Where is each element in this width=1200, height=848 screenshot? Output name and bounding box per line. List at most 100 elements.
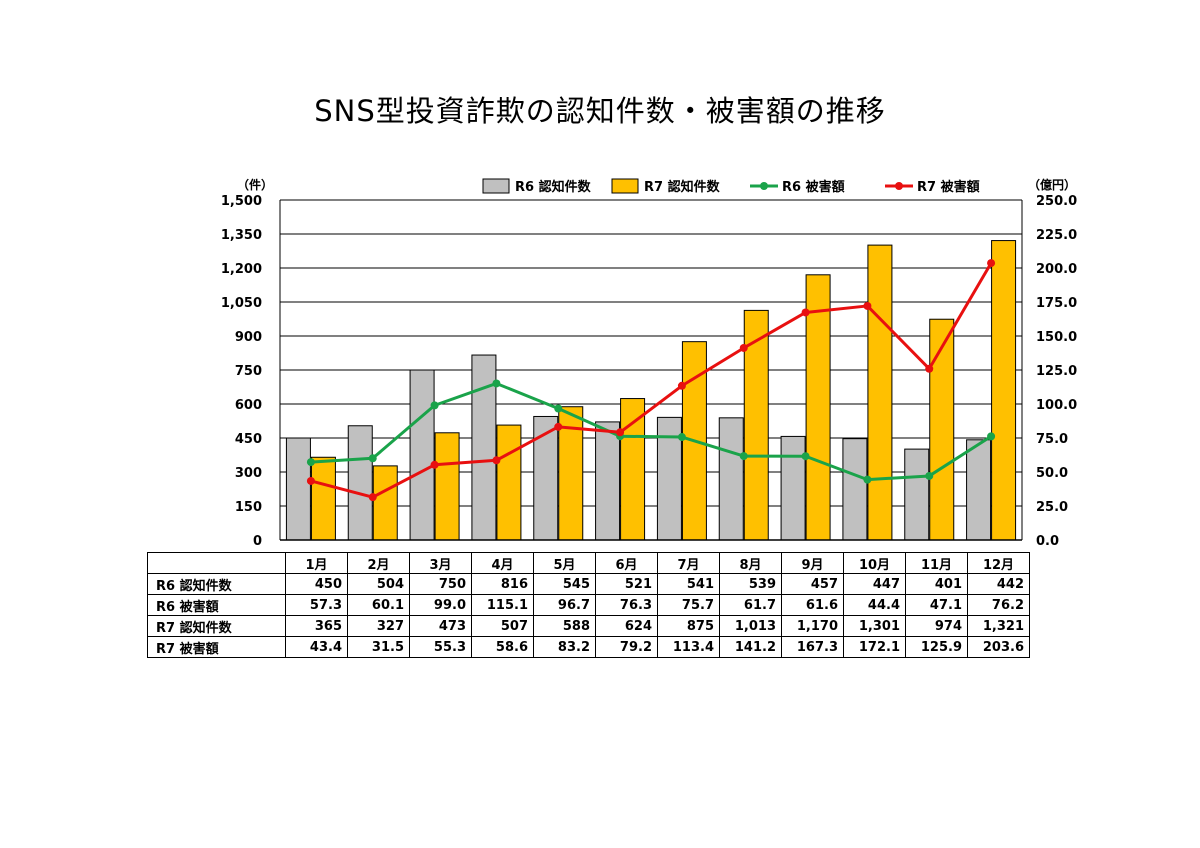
point-r6-damage — [492, 379, 501, 388]
legend-label: R7 認知件数 — [644, 179, 721, 195]
bar-r7-count — [867, 244, 893, 541]
legend: R6 認知件数 R7 認知件数 R6 被害額 R7 被害額 — [482, 178, 980, 195]
right-tick-label: 100.0 — [1036, 398, 1077, 413]
point-r7-damage — [925, 364, 934, 373]
point-r7-damage — [801, 308, 810, 317]
table-cell: 447 — [843, 573, 906, 595]
legend-label: R6 被害額 — [782, 179, 845, 195]
right-tick-label: 25.0 — [1036, 500, 1068, 515]
table-month-header: 5月 — [533, 552, 596, 574]
point-r6-damage — [739, 452, 748, 461]
point-r7-damage — [616, 428, 625, 437]
table-cell: 588 — [533, 615, 596, 637]
point-r6-damage — [430, 401, 439, 410]
table-row-label: R7 認知件数 — [147, 615, 286, 637]
left-tick-label: 900 — [235, 330, 262, 345]
bar-r7-count — [372, 465, 398, 541]
table-month-header: 3月 — [409, 552, 472, 574]
table-cell: 115.1 — [471, 594, 534, 616]
point-r7-damage — [554, 422, 563, 431]
table-cell: 473 — [409, 615, 472, 637]
table-row: R6 被害額 57.3 60.1 99.0 115.1 96.7 76.3 75.7 61.7 6… — [147, 594, 1030, 616]
right-tick-label: 150.0 — [1036, 330, 1077, 345]
point-r7-damage — [677, 381, 686, 390]
legend-label: R6 認知件数 — [515, 179, 592, 195]
point-r7-damage — [430, 460, 439, 469]
table-cell: 58.6 — [471, 636, 534, 658]
right-tick-label: 200.0 — [1036, 262, 1077, 277]
table-header-row: 1月 2月 3月 4月 5月 6月 7月 8月 9月 10月 11月 12月 — [147, 552, 1030, 574]
table-cell: 457 — [781, 573, 844, 595]
bar-r6-count — [966, 439, 992, 541]
point-r6-damage — [554, 404, 563, 413]
table-cell: 76.2 — [967, 594, 1030, 616]
bar-r7-count — [991, 240, 1017, 541]
table-cell: 539 — [719, 573, 782, 595]
bar-r6-count — [595, 421, 621, 541]
bar-r6-count — [471, 354, 497, 541]
table-cell: 1,013 — [719, 615, 782, 637]
combo-chart: 0 0.0 150 25.0 300 50.0 450 75.0 600 100.0 750 125.… — [221, 177, 1077, 549]
table-row-label: R6 被害額 — [147, 594, 286, 616]
table-month-header: 2月 — [347, 552, 410, 574]
table-row-label: R7 被害額 — [147, 636, 286, 658]
table-cell: 507 — [471, 615, 534, 637]
bar-r7-count — [929, 318, 955, 541]
bar-r7-count — [620, 398, 646, 541]
table-month-header: 1月 — [285, 552, 348, 574]
point-r6-damage — [801, 452, 810, 461]
table-cell: 327 — [347, 615, 410, 637]
left-tick-label: 150 — [235, 500, 262, 515]
table-month-header: 10月 — [843, 552, 906, 574]
table-month-header: 12月 — [967, 552, 1030, 574]
point-r7-damage — [306, 476, 315, 485]
bar-r6-count — [347, 425, 373, 541]
table-cell: 61.6 — [781, 594, 844, 616]
table-cell: 61.7 — [719, 594, 782, 616]
right-axis-unit: （億円） — [1028, 177, 1076, 192]
bar-r7-count — [743, 309, 769, 541]
bar-r6-count — [285, 437, 311, 541]
legend-marker — [760, 182, 768, 190]
point-r6-damage — [987, 432, 996, 441]
table-cell: 203.6 — [967, 636, 1030, 658]
table-cell: 816 — [471, 573, 534, 595]
bar-r6-count — [904, 448, 930, 541]
left-tick-label: 600 — [235, 398, 262, 413]
right-tick-label: 250.0 — [1036, 194, 1077, 209]
left-tick-label: 300 — [235, 466, 262, 481]
bar-series — [285, 240, 1017, 541]
point-r7-damage — [987, 259, 996, 268]
table-cell: 31.5 — [347, 636, 410, 658]
bar-r7-count — [496, 424, 522, 541]
table-cell: 55.3 — [409, 636, 472, 658]
bar-r6-count — [409, 369, 435, 541]
table-cell: 1,321 — [967, 615, 1030, 637]
table-month-header: 6月 — [595, 552, 658, 574]
bar-r6-count — [842, 438, 868, 541]
point-r6-damage — [677, 433, 686, 442]
table-cell: 167.3 — [781, 636, 844, 658]
table-month-header: 11月 — [905, 552, 968, 574]
table-cell: 60.1 — [347, 594, 410, 616]
right-tick-label: 0.0 — [1036, 534, 1059, 549]
table-cell: 125.9 — [905, 636, 968, 658]
table-month-header: 8月 — [719, 552, 782, 574]
table-cell: 83.2 — [533, 636, 596, 658]
bar-r7-count — [805, 274, 831, 541]
point-r7-damage — [492, 456, 501, 465]
table-cell: 1,301 — [843, 615, 906, 637]
line-series — [306, 259, 996, 502]
table-cell: 624 — [595, 615, 658, 637]
table-cell: 541 — [657, 573, 720, 595]
table-cell: 504 — [347, 573, 410, 595]
left-tick-label: 1,500 — [221, 194, 262, 209]
right-tick-label: 125.0 — [1036, 364, 1077, 379]
table-cell: 96.7 — [533, 594, 596, 616]
right-tick-label: 225.0 — [1036, 228, 1077, 243]
table-cell: 44.4 — [843, 594, 906, 616]
table-row: R7 認知件数 365 327 473 507 588 624 875 1,013 1,170 1,… — [147, 615, 1030, 637]
axes: 0 0.0 150 25.0 300 50.0 450 75.0 600 100.0 750 125.… — [221, 177, 1077, 549]
data-table: 1月 2月 3月 4月 5月 6月 7月 8月 9月 10月 11月 12月 R6 認知件数 450 50… — [147, 552, 1030, 658]
table-cell: 141.2 — [719, 636, 782, 658]
